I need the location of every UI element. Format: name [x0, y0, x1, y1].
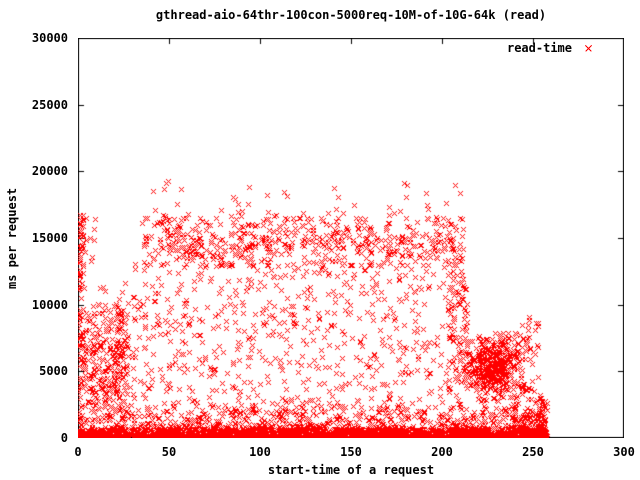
y-tick-label: 15000	[31, 231, 68, 245]
y-tick-label: 10000	[31, 297, 68, 312]
x-tick-label: 150	[340, 445, 362, 459]
legend-x-marker-icon	[585, 44, 592, 52]
chart-title: gthread-aio-64thr-100con-5000req-10M-of-…	[155, 8, 547, 22]
x-tick-label: 100	[249, 445, 271, 459]
x-tick-label: 50	[161, 445, 177, 459]
x-tick-label: 200	[431, 445, 453, 459]
y-tick-label: 5000	[39, 364, 68, 379]
x-tick-label: 300	[613, 445, 635, 459]
y-tick-label: 30000	[31, 31, 68, 45]
x-axis-label: start-time of a request	[267, 463, 435, 477]
scatter-plot-canvas	[78, 38, 624, 438]
x-tick-label: 0	[74, 445, 82, 459]
y-tick-label: 0	[60, 431, 68, 445]
legend-series-label: read-time	[506, 41, 572, 55]
y-tick-label: 25000	[31, 97, 68, 112]
legend: read-time	[78, 41, 624, 55]
x-tick-label: 250	[522, 445, 544, 459]
y-tick-label: 20000	[31, 164, 68, 179]
